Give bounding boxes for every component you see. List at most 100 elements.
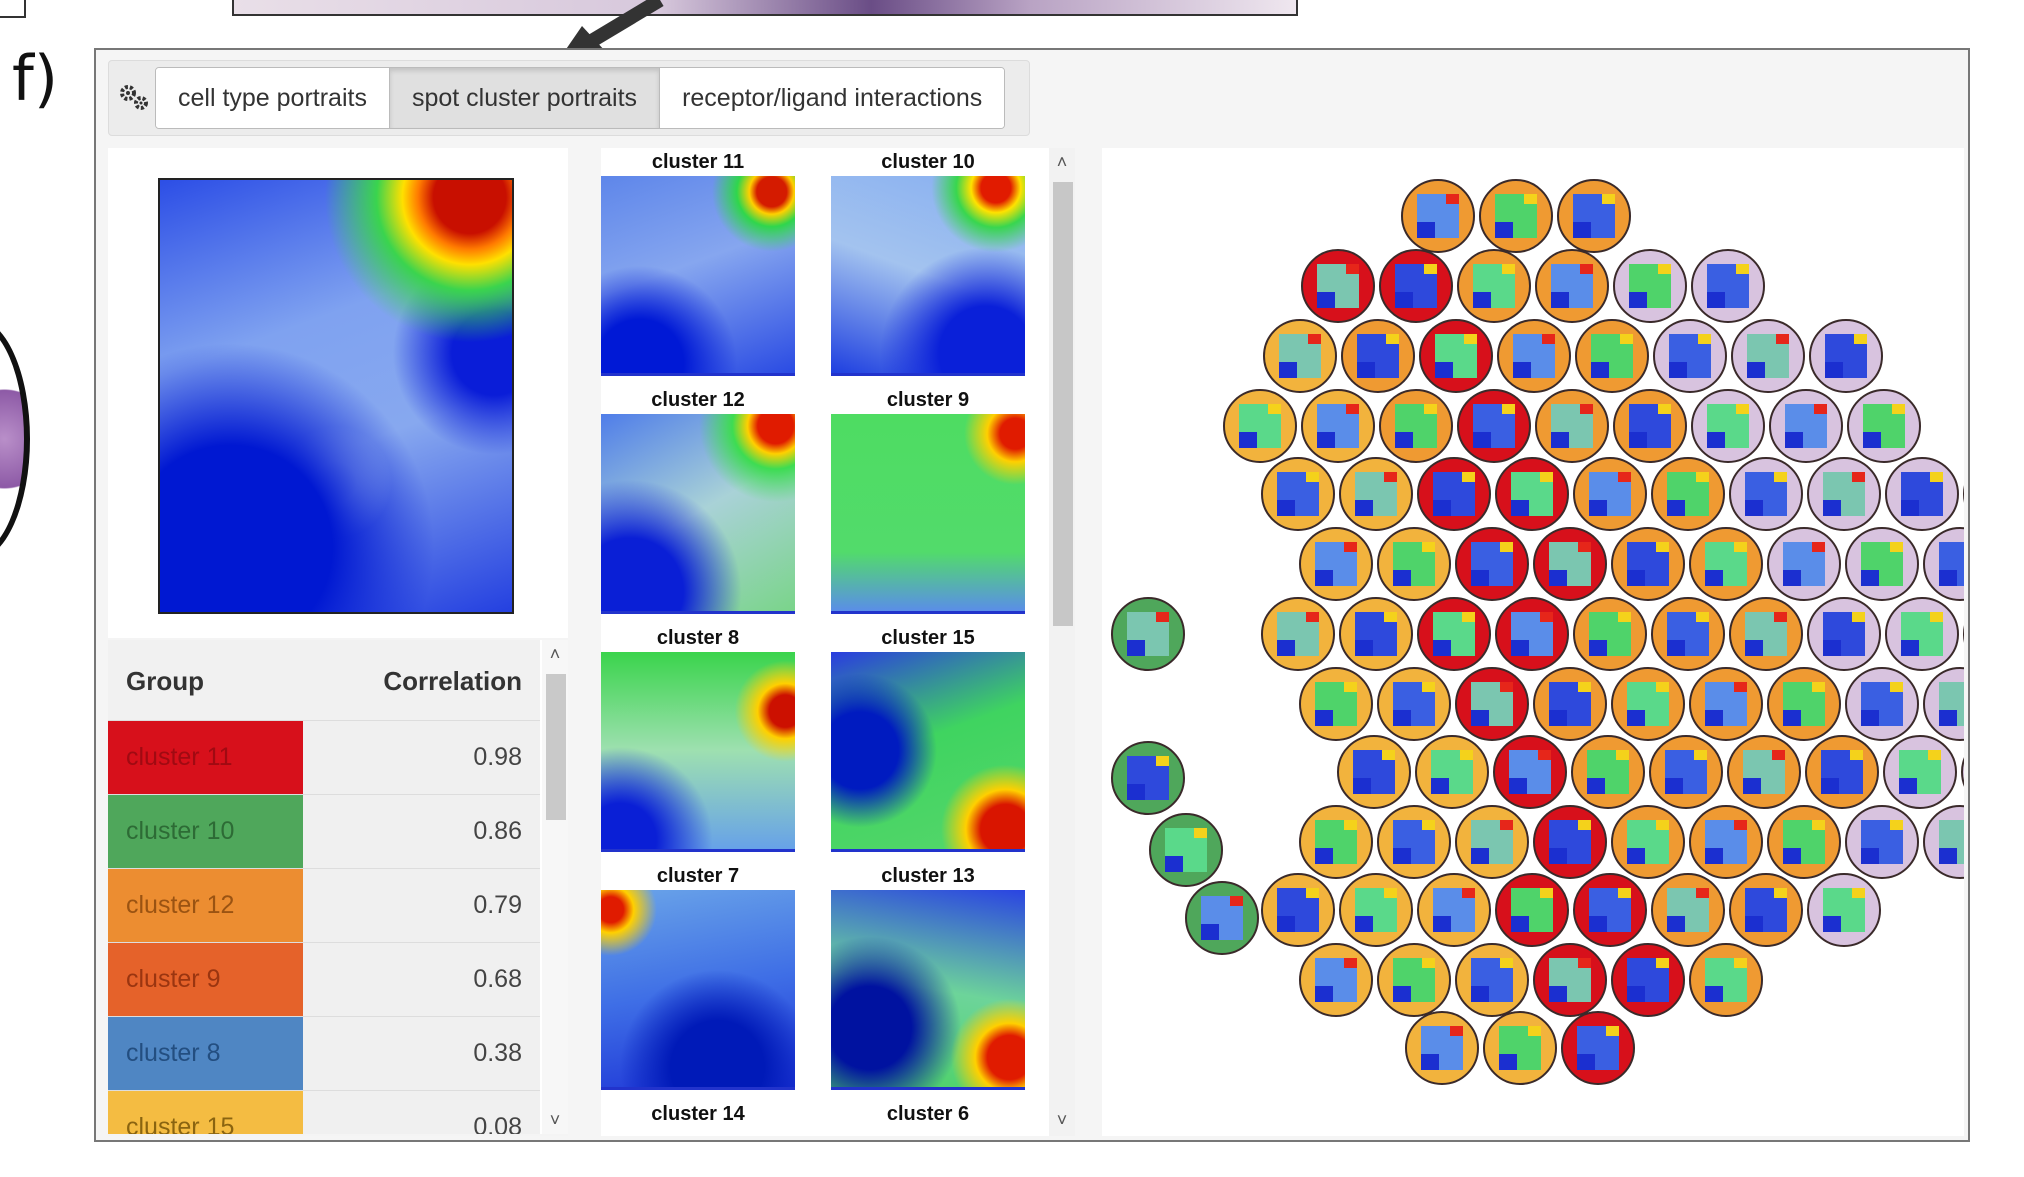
tissue-spot[interactable] [1261,597,1335,671]
tissue-spot[interactable] [1809,319,1883,393]
tissue-spot[interactable] [1691,249,1765,323]
tissue-spot[interactable] [1535,249,1609,323]
cluster-portrait-tile[interactable]: cluster 9 [831,386,1025,614]
tissue-spot[interactable] [1689,805,1763,879]
tissue-spot[interactable] [1573,457,1647,531]
tissue-spot[interactable] [1377,805,1451,879]
tissue-spot[interactable] [1401,179,1475,253]
tissue-spot[interactable] [1455,527,1529,601]
tissue-spot[interactable] [1573,597,1647,671]
tissue-spot[interactable] [1885,457,1959,531]
chevron-down-icon[interactable]: ˅ [1056,1110,1068,1130]
tissue-spot[interactable] [1767,805,1841,879]
tissue-spot[interactable] [1575,319,1649,393]
tissue-spot[interactable] [1301,389,1375,463]
tissue-spot[interactable] [1845,527,1919,601]
tissue-spot[interactable] [1455,943,1529,1017]
tissue-spot[interactable] [1611,805,1685,879]
tissue-spot[interactable] [1729,457,1803,531]
tissue-spot[interactable] [1261,457,1335,531]
cluster-portrait-tile[interactable]: cluster 12 [601,386,795,614]
tissue-spot[interactable] [1533,667,1607,741]
cluster-portrait-tile[interactable]: cluster 13 [831,862,1025,1090]
tissue-spot[interactable] [1691,389,1765,463]
tissue-spot[interactable] [1301,249,1375,323]
cluster-portrait-tile[interactable]: cluster 15 [831,624,1025,852]
tissue-spot[interactable] [1479,179,1553,253]
tissue-spot[interactable] [1885,597,1959,671]
tissue-spot[interactable] [1339,457,1413,531]
tissue-spot[interactable] [1689,667,1763,741]
tissue-spot[interactable] [1805,735,1879,809]
table-row[interactable]: cluster 11 0.98 [108,720,540,794]
cluster-portrait-tile[interactable]: cluster 11 [601,148,795,376]
tissue-spot[interactable] [1299,527,1373,601]
tissue-spot[interactable] [1923,805,1964,879]
chevron-up-icon[interactable]: ˄ [1056,152,1068,172]
tissue-spot[interactable] [1149,813,1223,887]
tissue-spot[interactable] [1557,179,1631,253]
tissue-spot[interactable] [1653,319,1727,393]
tissue-spot[interactable] [1261,873,1335,947]
tissue-spot[interactable] [1223,389,1297,463]
tissue-spot[interactable] [1533,805,1607,879]
tissue-spot[interactable] [1611,943,1685,1017]
tissue-spot[interactable] [1111,597,1185,671]
group-column-header[interactable]: Group [126,666,204,696]
tissue-spot[interactable] [1185,881,1259,955]
tissue-spot[interactable] [1419,319,1493,393]
tissue-spot[interactable] [1729,873,1803,947]
cluster-portrait-tile[interactable]: cluster 10 [831,148,1025,376]
tissue-spot[interactable] [1339,597,1413,671]
tissue-spot[interactable] [1497,319,1571,393]
table-row[interactable]: cluster 10 0.86 [108,794,540,868]
tissue-spot[interactable] [1455,667,1529,741]
tissue-spot[interactable] [1611,527,1685,601]
tissue-spot[interactable] [1613,249,1687,323]
tissue-spot[interactable] [1651,597,1725,671]
tissue-spot[interactable] [1455,805,1529,879]
tissue-spot[interactable] [1337,735,1411,809]
table-row[interactable]: cluster 15 0.08 [108,1090,540,1134]
table-row[interactable]: cluster 12 0.79 [108,868,540,942]
tissue-spot[interactable] [1379,389,1453,463]
tissue-spot[interactable] [1495,873,1569,947]
tissue-spot[interactable] [1377,943,1451,1017]
tissue-spot[interactable] [1767,667,1841,741]
chevron-up-icon[interactable]: ˄ [549,644,561,664]
tissue-spot[interactable] [1651,457,1725,531]
tissue-spot[interactable] [1649,735,1723,809]
tissue-spot[interactable] [1689,527,1763,601]
tissue-spot[interactable] [1961,736,1964,808]
tab-receptor-ligand-interactions[interactable]: receptor/ligand interactions [660,68,1005,128]
tissue-spot[interactable] [1377,667,1451,741]
tissue-spot[interactable] [1845,667,1919,741]
tissue-spot[interactable] [1417,597,1491,671]
tissue-spot[interactable] [1807,457,1881,531]
tissue-spot[interactable] [1767,527,1841,601]
tissue-spot[interactable] [1417,873,1491,947]
table-row[interactable]: cluster 9 0.68 [108,942,540,1016]
table-row[interactable]: cluster 8 0.38 [108,1016,540,1090]
tissue-spot[interactable] [1535,389,1609,463]
tissue-spot[interactable] [1923,527,1964,601]
tissue-spot[interactable] [1571,735,1645,809]
tissue-spot[interactable] [1483,1011,1557,1085]
tissue-spot[interactable] [1341,319,1415,393]
correlation-column-header[interactable]: Correlation [383,666,522,696]
tissue-spot[interactable] [1457,389,1531,463]
tissue-spot[interactable] [1495,457,1569,531]
tissue-spot[interactable] [1493,735,1567,809]
tissue-spot[interactable] [1729,597,1803,671]
tissue-spot[interactable] [1495,597,1569,671]
cluster-portrait-tile[interactable]: cluster 6 [831,1100,1025,1128]
tissue-spot[interactable] [1573,873,1647,947]
tissue-spot[interactable] [1533,943,1607,1017]
tissue-spot[interactable] [1689,943,1763,1017]
tissue-spot[interactable] [1923,667,1964,741]
tissue-spot[interactable] [1299,943,1373,1017]
tissue-spot[interactable] [1417,457,1491,531]
tissue-spot[interactable] [1263,319,1337,393]
tissue-spot[interactable] [1651,873,1725,947]
tissue-spot[interactable] [1379,249,1453,323]
